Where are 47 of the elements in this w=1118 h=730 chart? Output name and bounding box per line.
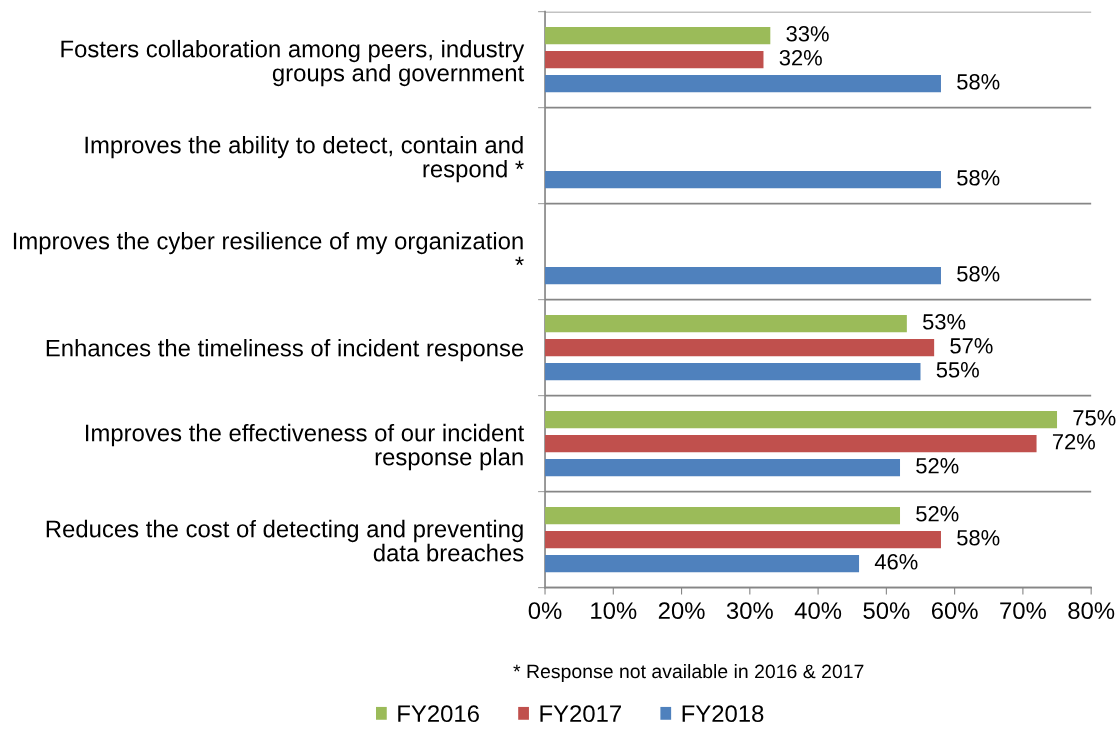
bar: [545, 531, 941, 549]
text: * Response not available in 2016 & 2017: [513, 664, 864, 683]
bar: [545, 555, 860, 573]
data-label: 58%: [957, 530, 1000, 546]
x-tick-label: 70%: [1000, 602, 1046, 620]
legend-label: FY2018: [682, 705, 764, 723]
y-tick-label: Fosters collaboration among peers, industry groups and government: [61, 39, 525, 87]
data-label: 72%: [1052, 434, 1095, 450]
y-tick-label: Improves the cyber resilience of my organization *: [13, 231, 524, 266]
data-label: 32%: [779, 50, 822, 66]
bar: [545, 459, 901, 477]
data-label: 75%: [1073, 410, 1116, 426]
y-tick-label: Reduces the cost of detecting and preventing data breaches: [46, 519, 524, 562]
x-tick-label: 60%: [931, 602, 978, 620]
bar: [545, 75, 941, 93]
data-label: 55%: [936, 362, 979, 378]
data-label: 52%: [916, 458, 959, 474]
data-label: 58%: [957, 74, 1000, 90]
bar: [545, 267, 941, 285]
bar: [545, 363, 921, 381]
data-label: 58%: [957, 266, 1000, 282]
bar: [545, 435, 1037, 453]
x-tick-label: 50%: [863, 602, 910, 620]
data-label: 58%: [957, 170, 1000, 186]
data-label: 46%: [874, 554, 918, 570]
x-tick-label: 80%: [1068, 602, 1115, 620]
y-tick-label: Improves the ability to detect, contain and respond *: [85, 135, 524, 183]
bar: [545, 51, 764, 69]
data-label: 53%: [923, 314, 966, 330]
bar: [545, 411, 1058, 429]
legend-label: FY2017: [540, 705, 621, 723]
data-label: 52%: [916, 506, 959, 522]
y-tick-label: Improves the effectiveness of our incident response plan: [86, 423, 525, 471]
legend-label: FY2016: [398, 705, 479, 723]
data-label: 33%: [786, 26, 829, 42]
x-tick-label: 40%: [794, 602, 842, 620]
bar: [545, 171, 941, 189]
x-tick-label: 0%: [528, 602, 562, 620]
bar: [545, 339, 935, 357]
bar: [545, 27, 771, 45]
y-tick-label: Enhances the timeliness of incident response: [46, 339, 524, 362]
bar: [545, 315, 907, 333]
bar: [545, 507, 901, 525]
x-tick-label: 20%: [658, 602, 705, 620]
x-tick-label: 10%: [591, 602, 637, 620]
data-label: 57%: [950, 338, 993, 354]
x-tick-label: 30%: [726, 602, 773, 620]
